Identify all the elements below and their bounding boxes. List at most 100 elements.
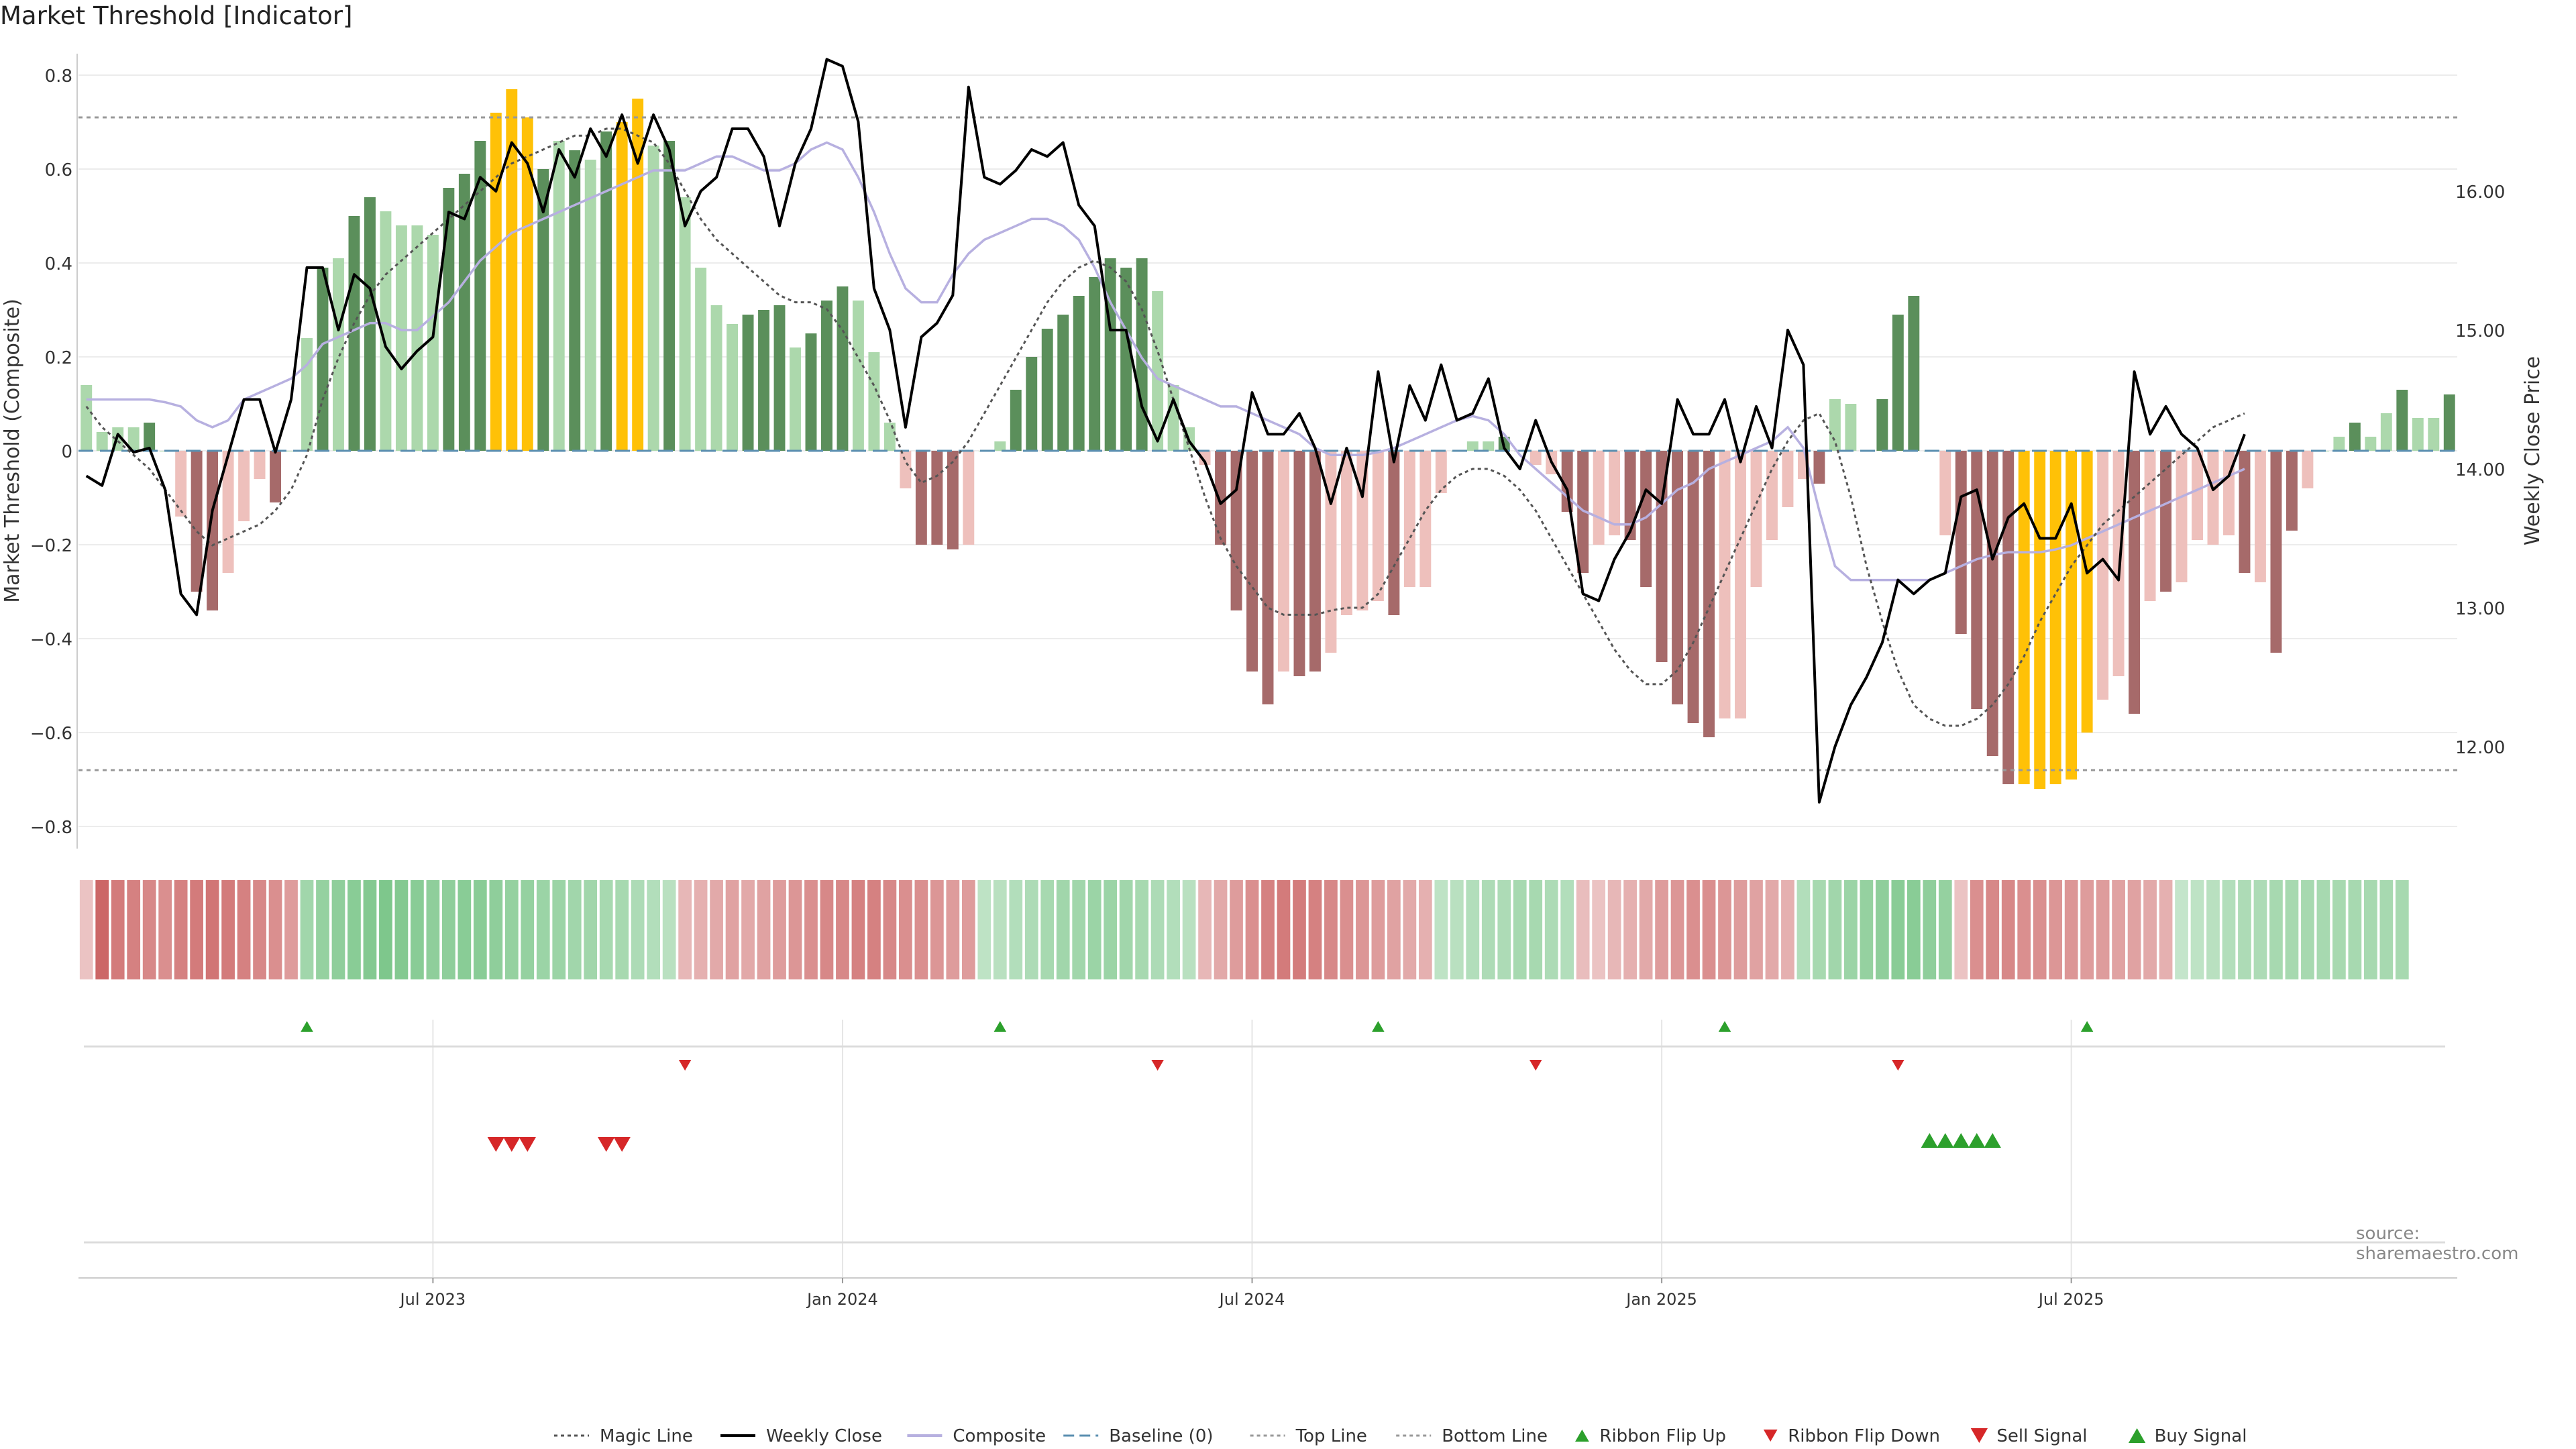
- composite-bar: [2160, 451, 2172, 592]
- ribbon-cell: [1781, 880, 1794, 979]
- composite-bar: [96, 432, 108, 451]
- composite-bar: [900, 451, 912, 488]
- ribbon-cell: [2017, 880, 2031, 979]
- ribbon-cell: [2112, 880, 2125, 979]
- ribbon-cell: [174, 880, 188, 979]
- ribbon-cell: [2001, 880, 2015, 979]
- composite-bar: [1703, 451, 1715, 737]
- ribbon-cell: [1970, 880, 1984, 979]
- composite-bar: [931, 451, 943, 545]
- legend-item: Top Line: [1250, 1426, 1367, 1446]
- composite-bar: [1750, 451, 1762, 587]
- ribbon-cell: [1434, 880, 1448, 979]
- composite-bar: [868, 352, 880, 451]
- composite-bar: [2144, 451, 2156, 601]
- composite-bar: [2270, 451, 2282, 653]
- ribbon-cell: [1371, 880, 1385, 979]
- y-right-tick-label: 16.00: [2455, 182, 2505, 203]
- ribbon-cell: [1150, 880, 1165, 979]
- composite-bar: [1577, 451, 1589, 573]
- ribbon-cell: [1450, 880, 1464, 979]
- composite-bar: [1687, 451, 1699, 723]
- ribbon-cell: [662, 880, 676, 979]
- ribbon-cell: [1009, 880, 1023, 979]
- composite-bar: [1829, 399, 1841, 451]
- legend-item: Composite: [907, 1426, 1046, 1446]
- composite-bar: [679, 197, 691, 451]
- composite-bar: [1813, 451, 1825, 484]
- composite-bar: [427, 235, 439, 451]
- composite-bar: [127, 427, 140, 451]
- composite-bar: [1561, 451, 1573, 512]
- ribbon-cell: [1497, 880, 1511, 979]
- ribbon-cell: [79, 880, 93, 979]
- ribbon-cell: [300, 880, 314, 979]
- composite-bar: [270, 451, 281, 502]
- y-left-tick-label: 0.8: [45, 66, 72, 87]
- composite-bar: [458, 174, 470, 451]
- composite-bars: [80, 89, 2455, 789]
- ribbon-cell: [521, 880, 535, 979]
- y-left-tick-label: −0.2: [30, 536, 72, 556]
- ribbon-cell: [1844, 880, 1858, 979]
- composite-bar: [2255, 451, 2266, 582]
- composite-bar: [1262, 451, 1274, 704]
- x-tick-label: Jan 2025: [1625, 1290, 1697, 1309]
- composite-bar: [790, 347, 801, 451]
- ribbon-cell: [2033, 880, 2047, 979]
- ribbon-cell: [1087, 880, 1102, 979]
- composite-bar: [773, 305, 786, 451]
- sell-signal-marker: [613, 1137, 631, 1152]
- ribbon-flip-up-marker: [1372, 1021, 1385, 1032]
- ribbon-flip-down-marker: [1892, 1060, 1904, 1071]
- composite-bar: [2333, 437, 2345, 451]
- composite-bar: [1104, 258, 1116, 451]
- ribbon-cell: [1576, 880, 1590, 979]
- ribbon-cell: [2143, 880, 2157, 979]
- composite-bar: [1167, 385, 1179, 451]
- y-right-tick-label: 15.00: [2455, 321, 2505, 341]
- composite-bar: [1136, 258, 1148, 451]
- ribbon-cell: [2253, 880, 2267, 979]
- sell-signal-marker: [598, 1137, 615, 1152]
- legend-label: Bottom Line: [1442, 1426, 1548, 1446]
- ribbon-flip-down-marker: [1529, 1060, 1542, 1071]
- legend-label: Buy Signal: [2155, 1426, 2247, 1446]
- ribbon-cell: [2222, 880, 2236, 979]
- ribbon-cell: [2285, 880, 2299, 979]
- composite-bar: [2176, 451, 2188, 582]
- buy-signal-marker: [1937, 1133, 1954, 1148]
- ribbon-cell: [741, 880, 755, 979]
- composite-bar: [2443, 394, 2455, 451]
- ribbon-cell: [1230, 880, 1243, 979]
- ribbon-cell: [1135, 880, 1148, 979]
- composite-bar: [506, 89, 518, 451]
- ribbon-cell: [1245, 880, 1259, 979]
- composite-bar: [1672, 451, 1684, 704]
- legend-item: Sell Signal: [1970, 1426, 2087, 1446]
- composite-bar: [1089, 277, 1101, 451]
- legend-label: Sell Signal: [1996, 1426, 2087, 1446]
- ribbon-cell: [1607, 880, 1621, 979]
- ribbon-cell: [914, 880, 928, 979]
- ribbon-cell: [1923, 880, 1937, 979]
- ribbon-strip: [79, 880, 2409, 979]
- ribbon-cell: [379, 880, 392, 979]
- ribbon-cell: [1670, 880, 1684, 979]
- ribbon-cell: [1119, 880, 1133, 979]
- right-axis: 16.00 15.00 14.00 13.00 12.00 Weekly Close Pr…: [2455, 182, 2544, 758]
- legend-item: Bottom Line: [1396, 1426, 1548, 1446]
- ribbon-cell: [1529, 880, 1543, 979]
- composite-bar: [1419, 451, 1432, 587]
- ribbon-cell: [2363, 880, 2377, 979]
- composite-bar: [2207, 451, 2219, 545]
- ribbon-flip-up-marker: [994, 1021, 1006, 1032]
- composite-bar: [821, 301, 833, 451]
- composite-bar: [2129, 451, 2141, 714]
- composite-bar: [852, 301, 864, 451]
- ribbon-cell: [363, 880, 377, 979]
- ribbon-cell: [883, 880, 897, 979]
- ribbon-cell: [2379, 880, 2394, 979]
- y-right-tick-label: 12.00: [2455, 738, 2505, 758]
- ribbon-cell: [1796, 880, 1811, 979]
